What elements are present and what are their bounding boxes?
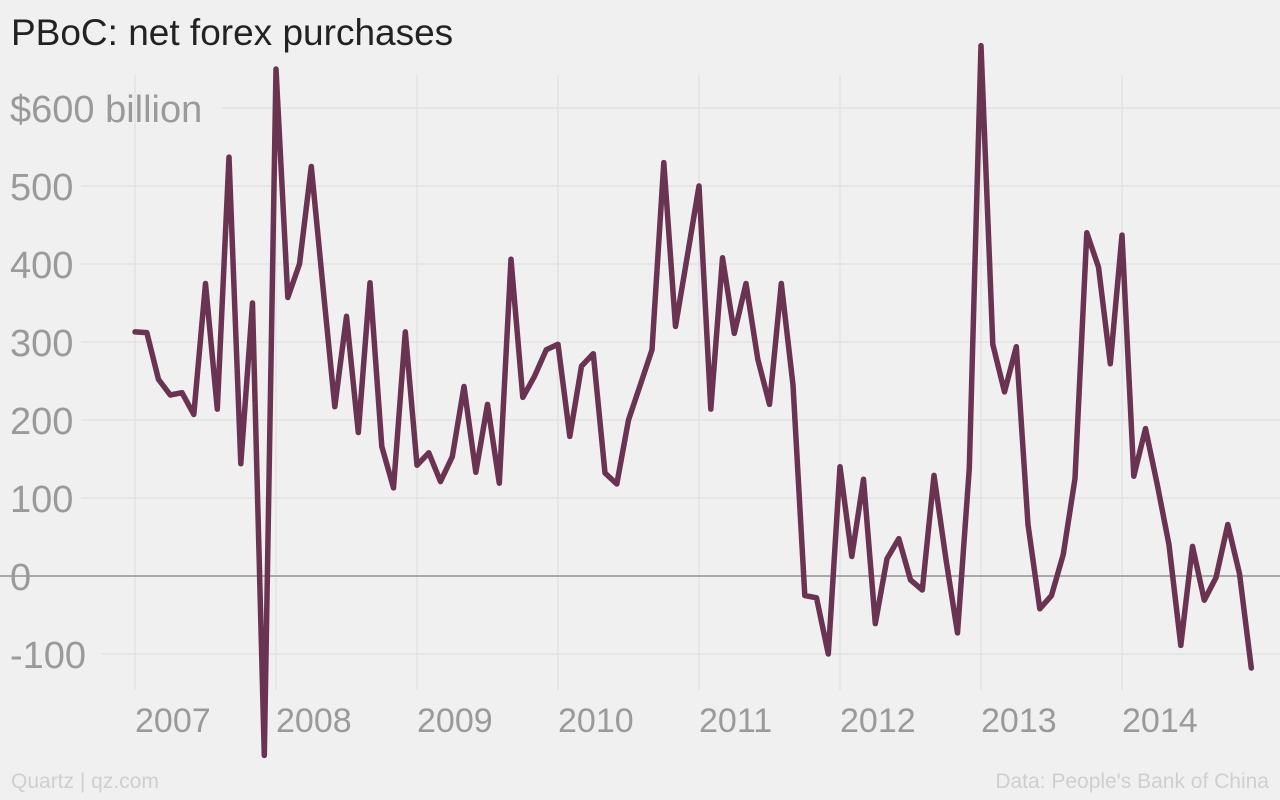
x-tick-label-2010: 2010 xyxy=(558,702,634,740)
series-line-0 xyxy=(132,42,1255,759)
y-tick-label--100: -100 xyxy=(10,635,86,677)
y-tick-label-100: 100 xyxy=(10,479,73,521)
x-tick-label-2011: 2011 xyxy=(699,702,772,740)
series-layer xyxy=(132,42,1255,759)
x-tick-label-2012: 2012 xyxy=(840,702,916,740)
y-tick-label-600: $600 billion xyxy=(10,89,202,131)
x-tick-label-2013: 2013 xyxy=(981,702,1057,740)
y-tick-label-0: 0 xyxy=(10,557,31,599)
y-tick-label-400: 400 xyxy=(10,245,73,287)
y-tick-label-300: 300 xyxy=(10,323,73,365)
y-tick-label-200: 200 xyxy=(10,401,73,443)
y-tick-label-500: 500 xyxy=(10,167,73,209)
axes: $600 billion 500 400 300 200 100 0 -100 2007 2008… xyxy=(10,89,1198,740)
x-tick-label-2008: 2008 xyxy=(276,702,352,740)
footer-source-right: Data: People's Bank of China xyxy=(995,770,1269,793)
chart-title: PBoC: net forex purchases xyxy=(11,12,454,53)
x-tick-label-2009: 2009 xyxy=(417,702,493,740)
x-tick-label-2007: 2007 xyxy=(135,702,211,740)
footer-source-left: Quartz | qz.com xyxy=(11,770,159,793)
x-tick-label-2014: 2014 xyxy=(1122,702,1198,740)
